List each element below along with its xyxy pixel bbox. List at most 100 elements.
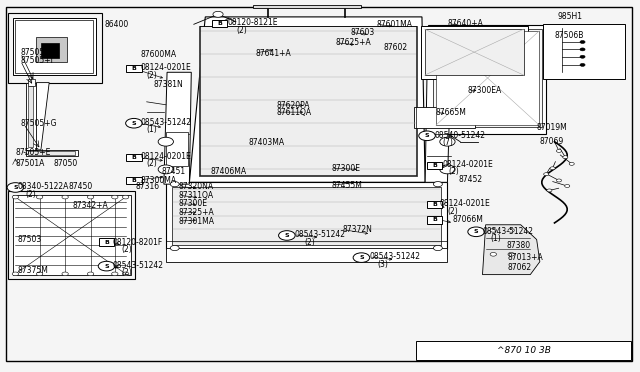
Bar <box>99 238 114 246</box>
Polygon shape <box>26 83 36 150</box>
Text: S: S <box>359 255 364 260</box>
Text: B: B <box>104 240 109 245</box>
Bar <box>172 187 441 245</box>
Text: (2): (2) <box>121 245 132 254</box>
Circle shape <box>62 272 68 276</box>
Text: 87600MA: 87600MA <box>140 51 177 60</box>
Circle shape <box>569 162 574 165</box>
Circle shape <box>433 246 442 251</box>
Text: 87372N: 87372N <box>342 225 372 234</box>
Text: 87611QA: 87611QA <box>276 108 312 118</box>
Text: 87069: 87069 <box>540 137 564 146</box>
Text: 87300E: 87300E <box>179 199 207 208</box>
Bar <box>427 216 442 224</box>
Circle shape <box>125 118 142 128</box>
Bar <box>126 177 141 184</box>
Circle shape <box>278 231 295 240</box>
Text: 87316: 87316 <box>135 182 159 191</box>
Circle shape <box>564 185 570 187</box>
Circle shape <box>468 227 484 237</box>
Circle shape <box>158 137 173 146</box>
Text: 86400: 86400 <box>104 20 129 29</box>
Circle shape <box>419 131 435 141</box>
Circle shape <box>433 182 442 187</box>
Bar <box>126 154 141 161</box>
Circle shape <box>170 246 179 251</box>
Text: 87506B: 87506B <box>554 31 584 40</box>
Circle shape <box>580 55 585 58</box>
Text: 87375M: 87375M <box>17 266 48 275</box>
Text: 08543-51242: 08543-51242 <box>140 118 191 127</box>
Bar <box>199 26 417 176</box>
Circle shape <box>12 272 19 276</box>
Text: (2): (2) <box>236 26 246 35</box>
Text: 08124-0201E: 08124-0201E <box>440 199 490 208</box>
Bar <box>212 20 227 27</box>
Text: 87603: 87603 <box>351 28 375 37</box>
Text: (2): (2) <box>121 268 132 277</box>
Circle shape <box>490 228 497 232</box>
Text: 87301MA: 87301MA <box>179 217 214 225</box>
Text: 87403MA: 87403MA <box>248 138 285 147</box>
Text: (3): (3) <box>378 260 388 269</box>
Text: 87019M: 87019M <box>537 123 568 132</box>
Polygon shape <box>425 72 451 182</box>
Circle shape <box>580 41 585 44</box>
Circle shape <box>543 173 548 176</box>
Text: (1): (1) <box>147 125 157 134</box>
Bar <box>8 191 135 279</box>
Bar <box>13 195 131 275</box>
Bar <box>13 18 96 75</box>
Text: 08340-5122A: 08340-5122A <box>17 182 68 191</box>
Text: B: B <box>432 218 437 222</box>
Bar <box>36 37 67 62</box>
Text: S: S <box>285 233 289 238</box>
Circle shape <box>563 156 568 159</box>
Circle shape <box>88 272 94 276</box>
Text: (2): (2) <box>26 190 36 199</box>
Circle shape <box>111 272 118 276</box>
Circle shape <box>12 195 19 199</box>
Text: 08543-51242: 08543-51242 <box>294 230 346 239</box>
Circle shape <box>213 12 223 17</box>
Circle shape <box>62 195 68 199</box>
Circle shape <box>170 182 179 187</box>
Text: 87620PA: 87620PA <box>276 101 310 110</box>
Circle shape <box>353 253 370 262</box>
Circle shape <box>550 167 555 170</box>
Text: 87406MA: 87406MA <box>211 167 246 176</box>
Text: 87451: 87451 <box>162 167 186 176</box>
Text: 08543-51242: 08543-51242 <box>483 227 534 235</box>
Text: 87300EA: 87300EA <box>468 86 502 94</box>
Polygon shape <box>28 151 75 155</box>
Circle shape <box>122 195 129 199</box>
Text: 08124-0201E: 08124-0201E <box>140 63 191 72</box>
Text: 08120-8121E: 08120-8121E <box>228 18 278 27</box>
Circle shape <box>440 165 455 174</box>
Text: B: B <box>131 66 136 71</box>
Polygon shape <box>166 182 447 249</box>
Circle shape <box>580 48 585 51</box>
Text: 87503: 87503 <box>17 235 42 244</box>
Circle shape <box>7 183 24 192</box>
Polygon shape <box>27 83 49 150</box>
Polygon shape <box>28 79 35 86</box>
Text: (2): (2) <box>147 71 157 80</box>
Text: 87325+A: 87325+A <box>179 208 214 217</box>
Text: (7): (7) <box>442 138 453 147</box>
Text: 87342+A: 87342+A <box>73 201 109 210</box>
Text: S: S <box>13 185 18 190</box>
Circle shape <box>36 272 43 276</box>
Bar <box>424 29 524 75</box>
Text: 87381N: 87381N <box>153 80 183 89</box>
Text: 08543-51242: 08543-51242 <box>113 261 164 270</box>
Text: 87311QA: 87311QA <box>179 191 214 200</box>
Text: 08124-0201E: 08124-0201E <box>140 152 191 161</box>
Polygon shape <box>166 248 447 262</box>
Bar <box>415 341 631 360</box>
Circle shape <box>490 253 497 256</box>
Text: 87013+A: 87013+A <box>508 253 544 263</box>
Circle shape <box>440 137 455 146</box>
Bar <box>15 20 93 73</box>
Text: 08120-8201F: 08120-8201F <box>113 238 163 247</box>
